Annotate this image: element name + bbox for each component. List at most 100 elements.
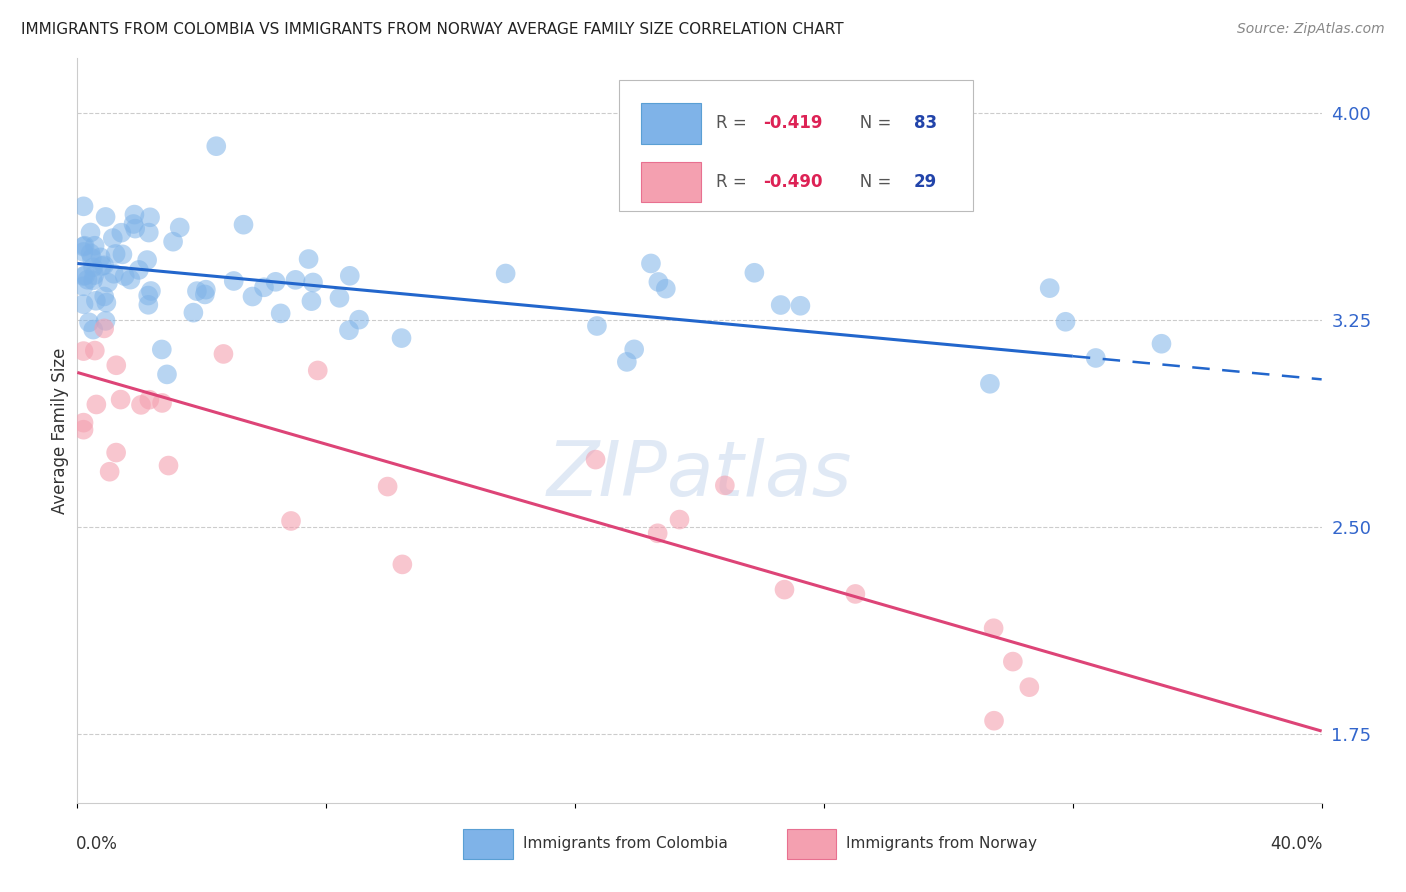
Point	[586, 318, 609, 333]
Text: N =: N =	[844, 114, 897, 132]
Point	[150, 396, 173, 410]
Point	[391, 331, 413, 345]
Point	[139, 211, 162, 225]
Point	[156, 368, 179, 382]
Point	[86, 397, 108, 411]
Point	[104, 247, 127, 261]
Point	[136, 253, 159, 268]
Point	[1001, 655, 1024, 669]
Point	[347, 312, 370, 326]
Text: 0.0%: 0.0%	[76, 835, 118, 853]
Point	[94, 210, 117, 224]
Point	[983, 714, 1005, 728]
Point	[1039, 281, 1062, 295]
Point	[97, 276, 120, 290]
Point	[124, 221, 146, 235]
Point	[157, 458, 180, 473]
Point	[122, 217, 145, 231]
Text: Immigrants from Norway: Immigrants from Norway	[846, 837, 1038, 851]
Point	[585, 452, 607, 467]
Point	[377, 479, 399, 493]
Text: 40.0%: 40.0%	[1271, 835, 1323, 853]
Point	[616, 355, 638, 369]
Point	[83, 238, 105, 252]
Point	[96, 295, 118, 310]
Text: N =: N =	[844, 173, 897, 191]
Y-axis label: Average Family Size: Average Family Size	[51, 347, 69, 514]
Point	[72, 416, 94, 430]
Point	[76, 273, 98, 287]
Point	[302, 276, 325, 290]
Point	[120, 272, 142, 286]
Point	[93, 258, 115, 272]
Point	[264, 275, 287, 289]
Point	[253, 280, 276, 294]
Point	[93, 289, 115, 303]
Point	[297, 252, 319, 266]
Point	[83, 268, 105, 282]
Point	[72, 423, 94, 437]
Point	[139, 284, 162, 298]
Text: ZIPatlas: ZIPatlas	[547, 438, 852, 512]
Point	[284, 273, 307, 287]
Point	[844, 587, 866, 601]
Point	[647, 526, 669, 541]
Point	[110, 392, 132, 407]
Point	[222, 274, 245, 288]
Point	[280, 514, 302, 528]
Point	[744, 266, 766, 280]
Point	[194, 287, 217, 301]
Point	[101, 231, 124, 245]
Point	[194, 283, 217, 297]
FancyBboxPatch shape	[641, 103, 700, 144]
Point	[72, 244, 94, 259]
Point	[205, 139, 228, 153]
Point	[162, 235, 184, 249]
Point	[1150, 336, 1173, 351]
Point	[105, 445, 128, 459]
Point	[979, 376, 1001, 391]
Point	[75, 268, 97, 283]
Point	[339, 268, 361, 283]
Point	[186, 284, 208, 298]
Point	[136, 298, 159, 312]
Point	[495, 267, 517, 281]
Point	[82, 323, 104, 337]
Point	[72, 199, 94, 213]
Text: -0.419: -0.419	[763, 114, 823, 132]
Text: R =: R =	[716, 114, 752, 132]
Point	[129, 398, 152, 412]
Point	[769, 298, 792, 312]
Point	[773, 582, 796, 597]
Point	[114, 269, 136, 284]
Point	[105, 358, 128, 372]
Point	[232, 218, 254, 232]
FancyBboxPatch shape	[619, 80, 973, 211]
Point	[1084, 351, 1107, 365]
Point	[647, 275, 669, 289]
Point	[79, 246, 101, 260]
Point	[714, 478, 737, 492]
Point	[183, 305, 205, 319]
Point	[242, 289, 264, 303]
Point	[983, 621, 1005, 635]
Point	[307, 363, 329, 377]
Point	[91, 259, 114, 273]
FancyBboxPatch shape	[786, 829, 837, 859]
Point	[103, 267, 125, 281]
Point	[83, 343, 105, 358]
Point	[84, 293, 107, 308]
Point	[72, 268, 94, 283]
Point	[299, 294, 322, 309]
Point	[82, 273, 104, 287]
Point	[138, 392, 160, 407]
Point	[124, 208, 146, 222]
Text: IMMIGRANTS FROM COLOMBIA VS IMMIGRANTS FROM NORWAY AVERAGE FAMILY SIZE CORRELATI: IMMIGRANTS FROM COLOMBIA VS IMMIGRANTS F…	[21, 22, 844, 37]
Point	[623, 343, 645, 357]
Point	[150, 343, 173, 357]
FancyBboxPatch shape	[641, 161, 700, 202]
Point	[128, 263, 150, 277]
Point	[212, 347, 235, 361]
Point	[668, 512, 690, 526]
Point	[391, 558, 413, 572]
